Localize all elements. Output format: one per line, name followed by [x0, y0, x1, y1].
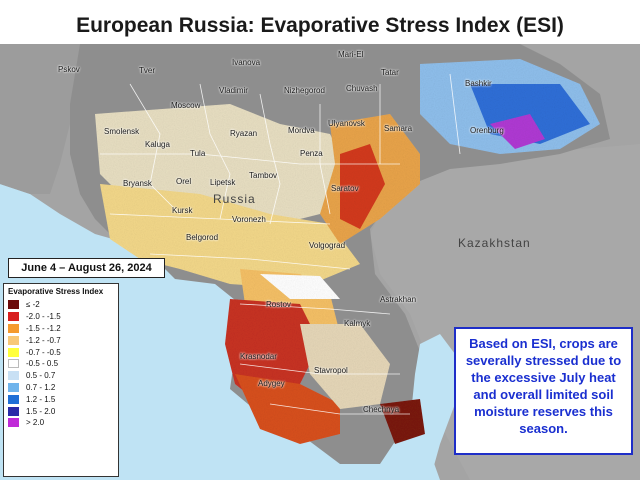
- esi-note-box: Based on ESI, crops are severally stress…: [454, 327, 633, 455]
- region-voronezh: Voronezh: [232, 215, 266, 224]
- region-mordva: Mordva: [288, 126, 315, 135]
- region-lipetsk: Lipetsk: [210, 178, 236, 187]
- region-orel: Orel: [176, 177, 192, 186]
- legend-row: -2.0 - -1.5: [8, 311, 114, 323]
- region-ryazan: Ryazan: [230, 129, 258, 138]
- region-vladimir: Vladimir: [219, 86, 248, 95]
- legend-row: 1.5 - 2.0: [8, 405, 114, 417]
- legend-swatch: [8, 312, 19, 322]
- legend-label: -2.0 - -1.5: [26, 312, 61, 322]
- legend-row: ≤ -2: [8, 299, 114, 311]
- region-stavropol: Stavropol: [314, 366, 348, 375]
- legend-row: > 2.0: [8, 417, 114, 429]
- legend-swatch: [8, 335, 19, 345]
- legend-swatch: [8, 371, 19, 381]
- legend-swatch: [8, 323, 19, 333]
- legend-row: -1.2 - -0.7: [8, 334, 114, 346]
- caspian-sea: [410, 334, 455, 480]
- legend-label: ≤ -2: [26, 300, 40, 310]
- legend-swatch: [8, 394, 19, 404]
- region-samara: Samara: [384, 124, 413, 133]
- legend-label: -0.5 - 0.5: [26, 359, 59, 369]
- region-belgorod: Belgorod: [186, 233, 219, 242]
- legend-swatch: [8, 300, 19, 310]
- region-orenburg: Orenburg: [470, 126, 504, 135]
- region-tver: Tver: [139, 66, 155, 75]
- region-ivanova: Ivanova: [232, 58, 261, 67]
- region-pskov: Pskov: [58, 65, 80, 74]
- region-penza: Penza: [300, 149, 323, 158]
- region-astrakhan: Astrakhan: [380, 295, 417, 304]
- legend-title: Evaporative Stress Index: [8, 287, 104, 296]
- legend-swatch: [8, 418, 19, 428]
- region-kursk: Kursk: [172, 206, 193, 215]
- region-ulyanovsk: Ulyanovsk: [328, 119, 365, 128]
- region-volgograd: Volgograd: [309, 241, 346, 250]
- region-tatar: Tatar: [381, 68, 399, 77]
- country-label-russia: Russia: [213, 192, 256, 206]
- legend-swatch: [8, 359, 19, 369]
- western-countries: [0, 44, 90, 194]
- legend-swatch: [8, 382, 19, 392]
- date-range-box: June 4 – August 26, 2024: [8, 258, 165, 278]
- region-adygey: Adygey: [258, 379, 285, 388]
- legend-row: -0.5 - 0.5: [8, 358, 114, 370]
- region-nizhegorod: Nizhegorod: [284, 86, 325, 95]
- legend-label: 1.5 - 2.0: [26, 406, 56, 416]
- legend-row: -0.7 - -0.5: [8, 346, 114, 358]
- region-smolensk: Smolensk: [104, 127, 140, 136]
- legend-label: > 2.0: [26, 418, 45, 428]
- region-kaluga: Kaluga: [145, 140, 170, 149]
- map-title: European Russia: Evaporative Stress Inde…: [76, 14, 564, 37]
- region-chechnya: Chechnya: [363, 405, 400, 414]
- region-tula: Tula: [190, 149, 206, 158]
- legend-row: 0.7 - 1.2: [8, 382, 114, 394]
- legend-label: -0.7 - -0.5: [26, 347, 61, 357]
- region-bashkir: Bashkir: [465, 79, 492, 88]
- region-tambov: Tambov: [249, 171, 278, 180]
- legend-label: -1.5 - -1.2: [26, 323, 61, 333]
- legend-swatch: [8, 347, 19, 357]
- legend-row: -1.5 - -1.2: [8, 323, 114, 335]
- region-kalmyk: Kalmyk: [344, 319, 371, 328]
- esi-legend: Evaporative Stress Index ≤ -2 -2.0 - -1.5…: [3, 283, 119, 477]
- legend-list: ≤ -2 -2.0 - -1.5 -1.5 - -1.2 -1.2 - -0.7 -0.…: [8, 299, 114, 429]
- legend-label: 0.5 - 0.7: [26, 371, 56, 381]
- region-bryansk: Bryansk: [123, 179, 152, 188]
- region-rostov: Rostov: [266, 300, 291, 309]
- legend-row: 0.5 - 0.7: [8, 370, 114, 382]
- region-krasnodar: Krasnodar: [240, 352, 277, 361]
- region-saratov: Saratov: [331, 184, 359, 193]
- region-moscow: Moscow: [171, 101, 201, 110]
- legend-swatch: [8, 406, 19, 416]
- region-chuvash: Chuvash: [346, 84, 378, 93]
- region-boundaries: [100, 73, 461, 415]
- legend-row: 1.2 - 1.5: [8, 393, 114, 405]
- country-label-kazakhstan: Kazakhstan: [458, 236, 531, 250]
- legend-label: 1.2 - 1.5: [26, 394, 56, 404]
- legend-label: -1.2 - -0.7: [26, 335, 61, 345]
- legend-label: 0.7 - 1.2: [26, 382, 56, 392]
- esi-fields: [95, 59, 600, 444]
- region-mari-el: Mari-El: [338, 50, 364, 59]
